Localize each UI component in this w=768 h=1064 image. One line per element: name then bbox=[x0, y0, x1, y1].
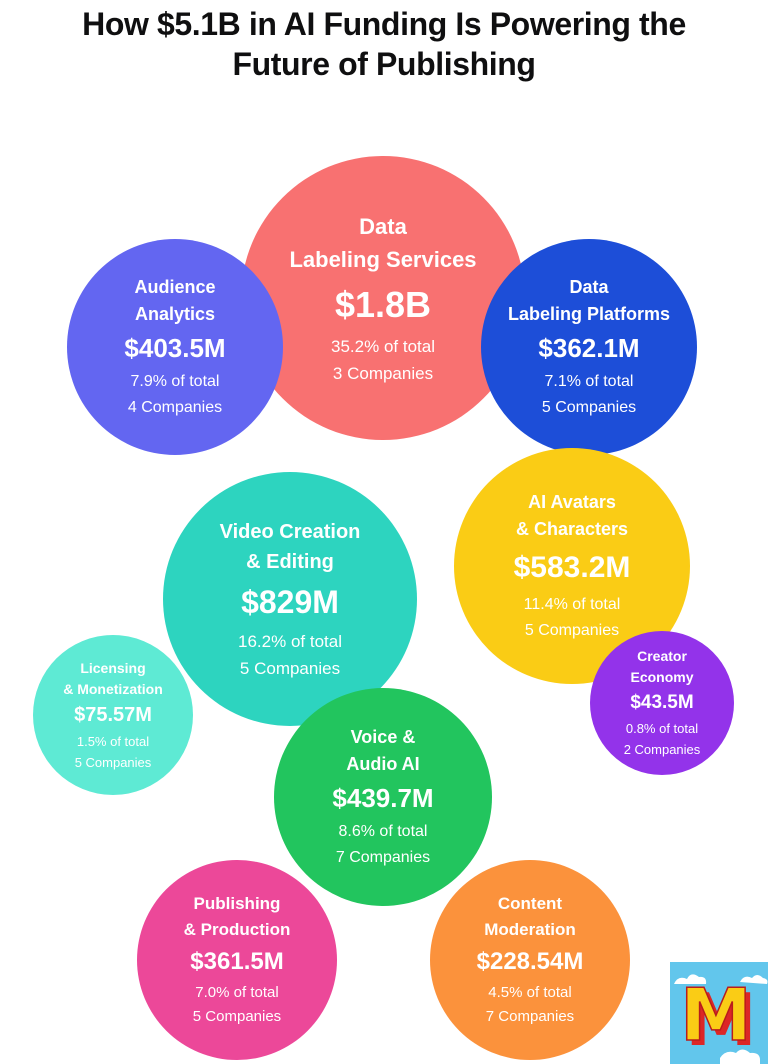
bubble-label-line: Content bbox=[497, 894, 563, 913]
bubble-label-line: Licensing bbox=[80, 659, 146, 676]
bubble-label: Video Creation & Editing bbox=[220, 517, 361, 577]
bubble-label-line: Labeling Services bbox=[289, 246, 477, 272]
bubble-label-line: Labeling Platforms bbox=[507, 303, 671, 324]
bubble-label-line: & Characters bbox=[515, 518, 629, 539]
bubble-companies: 2 Companies bbox=[623, 742, 701, 757]
bubble-amount: $75.57M bbox=[74, 703, 152, 726]
bubble-companies: 5 Companies bbox=[524, 621, 620, 639]
bubble-label-line: Video Creation bbox=[219, 520, 361, 543]
bubble-publishing-production: Publishing & Production $361.5M 7.0% of tot… bbox=[137, 860, 337, 1060]
bubble-label-line: Analytics bbox=[134, 303, 216, 324]
bubble-label-line: AI Avatars bbox=[528, 491, 616, 512]
bubble-companies: 5 Companies bbox=[239, 658, 341, 678]
bubble-share: 8.6% of total bbox=[338, 822, 428, 840]
bubble-amount: $829M bbox=[241, 583, 339, 620]
bubble-label-line: Audio AI bbox=[346, 753, 420, 774]
bubble-creator-economy: Creator Economy $43.5M 0.8% of total 2 Compa… bbox=[590, 631, 734, 775]
bubble-label: AI Avatars & Characters bbox=[516, 489, 628, 543]
bubble-label-line: Audience bbox=[134, 276, 216, 297]
bubble-amount: $362.1M bbox=[538, 332, 640, 363]
bubble-amount: $403.5M bbox=[124, 332, 226, 363]
bubble-companies: 7 Companies bbox=[335, 848, 431, 866]
logo-m-icon: M M bbox=[674, 972, 768, 1064]
bubble-content-moderation: Content Moderation $228.54M 4.5% of total 7 … bbox=[430, 860, 630, 1060]
title-line-2: Future of Publishing bbox=[232, 46, 536, 82]
bubble-companies: 3 Companies bbox=[332, 363, 434, 383]
bubble-label: Audience Analytics bbox=[134, 274, 215, 328]
logo-letter: M bbox=[680, 973, 752, 1057]
bubble-share: 7.1% of total bbox=[544, 372, 634, 390]
bubble-label-line: Publishing bbox=[193, 894, 281, 913]
bubble-share: 16.2% of total bbox=[238, 631, 342, 651]
bubble-label: Data Labeling Platforms bbox=[508, 274, 670, 328]
bubble-share: 1.5% of total bbox=[76, 733, 150, 749]
bubble-share: 4.5% of total bbox=[488, 984, 572, 1001]
bubble-data-labeling-services: Data Labeling Services $1.8B 35.2% of total… bbox=[241, 156, 525, 440]
title-line-1: How $5.1B in AI Funding Is Powering the bbox=[82, 6, 686, 42]
bubble-label: Creator Economy bbox=[630, 646, 693, 688]
bubble-label: Licensing & Monetization bbox=[63, 658, 163, 700]
bubble-amount: $361.5M bbox=[190, 948, 284, 975]
bubble-amount: $583.2M bbox=[513, 550, 631, 584]
logo-letter-shadow: M bbox=[685, 978, 757, 1062]
bubble-label-line: & Monetization bbox=[63, 680, 163, 697]
brand-logo: M M bbox=[670, 962, 768, 1064]
bubble-label-line: Data bbox=[359, 213, 407, 239]
bubble-label-line: Voice & bbox=[350, 726, 416, 747]
bubble-voice-audio-ai: Voice & Audio AI $439.7M 8.6% of total 7 Com… bbox=[274, 688, 492, 906]
bubble-companies: 5 Companies bbox=[541, 398, 637, 416]
bubble-data-labeling-platforms: Data Labeling Platforms $362.1M 7.1% of tot… bbox=[481, 239, 697, 455]
bubble-companies: 5 Companies bbox=[192, 1008, 282, 1025]
bubble-label: Voice & Audio AI bbox=[346, 724, 419, 778]
bubble-label-line: & Production bbox=[183, 920, 291, 939]
bubble-label-line: Moderation bbox=[484, 920, 576, 939]
page-title: How $5.1B in AI Funding Is Powering the … bbox=[0, 4, 768, 84]
bubble-licensing-monetization: Licensing & Monetization $75.57M 1.5% of to… bbox=[33, 635, 193, 795]
bubble-label-line: Creator bbox=[637, 648, 687, 664]
bubble-share: 7.0% of total bbox=[195, 984, 279, 1001]
bubble-label-line: Data bbox=[569, 276, 609, 297]
bubble-share: 11.4% of total bbox=[523, 595, 621, 613]
bubble-share: 35.2% of total bbox=[331, 336, 435, 356]
bubble-amount: $43.5M bbox=[630, 692, 694, 713]
bubble-audience-analytics: Audience Analytics $403.5M 7.9% of total 4 C… bbox=[67, 239, 283, 455]
bubble-video-creation-editing: Video Creation & Editing $829M 16.2% of tot… bbox=[163, 472, 417, 726]
bubble-amount: $228.54M bbox=[476, 948, 584, 975]
bubble-companies: 5 Companies bbox=[74, 754, 152, 770]
bubble-share: 0.8% of total bbox=[625, 721, 699, 736]
bubble-companies: 7 Companies bbox=[485, 1008, 575, 1025]
bubble-label: Content Moderation bbox=[484, 891, 576, 943]
bubble-share: 7.9% of total bbox=[130, 372, 220, 390]
bubble-amount: $1.8B bbox=[334, 283, 432, 325]
bubble-amount: $439.7M bbox=[332, 782, 434, 813]
bubble-label-line: Economy bbox=[630, 669, 694, 685]
bubble-companies: 4 Companies bbox=[127, 398, 223, 416]
bubble-label: Data Labeling Services bbox=[289, 210, 476, 276]
bubble-label: Publishing & Production bbox=[184, 891, 291, 943]
bubble-label-line: & Editing bbox=[246, 550, 334, 573]
